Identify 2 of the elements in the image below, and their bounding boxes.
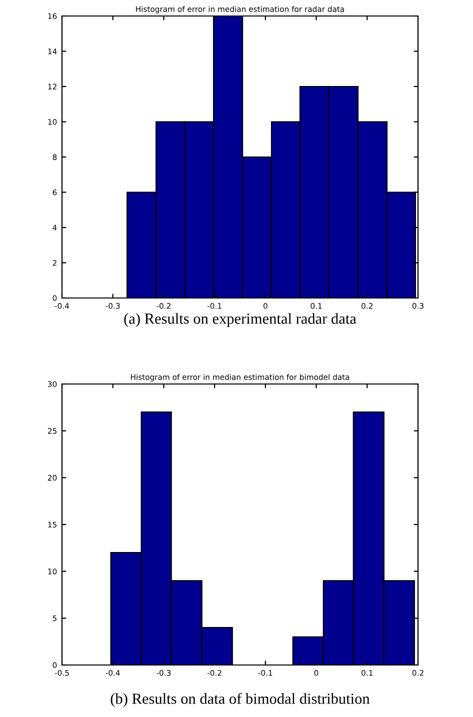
text: (a) Results on experimental radar data [124,313,356,327]
text: (b) Results on data of bimodal distribution [110,692,370,708]
